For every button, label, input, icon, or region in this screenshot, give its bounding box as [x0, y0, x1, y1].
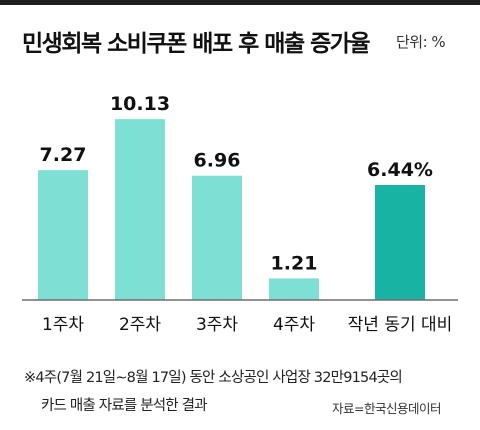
bar-3 [192, 175, 242, 300]
value-label-5: 6.44% [367, 159, 433, 181]
bar-2 [115, 119, 165, 300]
chart-title: 민생회복 소비쿠폰 배포 후 매출 증가율 [22, 31, 371, 57]
category-label-2: 2주차 [119, 315, 161, 335]
value-label-4: 1.21 [271, 252, 318, 274]
value-label-2: 10.13 [110, 93, 170, 115]
category-label-3: 3주차 [196, 315, 238, 335]
source-credit: 자료=한국신용데이터 [332, 401, 441, 416]
footnote-line-1: ※4주(7월 21일∼8월 17일) 동안 소상공인 사업장 32만9154곳의 [24, 370, 403, 386]
value-label-1: 7.27 [40, 144, 87, 166]
category-label-1: 1주차 [42, 315, 84, 335]
value-label-3: 6.96 [194, 150, 241, 172]
bar-5 [375, 185, 425, 300]
category-label-4: 4주차 [273, 315, 315, 335]
top-rule [0, 0, 480, 5]
category-label-5: 작년 동기 대비 [348, 315, 453, 335]
bar-4 [269, 278, 319, 300]
bar-1 [38, 170, 88, 300]
bar-chart: 7.27 1주차 10.13 2주차 6.96 3주차 1.21 4주차 6.44% 작년 동기 … [22, 93, 458, 335]
unit-label: 단위: % [396, 33, 446, 51]
footnote-line-2: 카드 매출 자료를 분석한 결과 [41, 398, 208, 414]
